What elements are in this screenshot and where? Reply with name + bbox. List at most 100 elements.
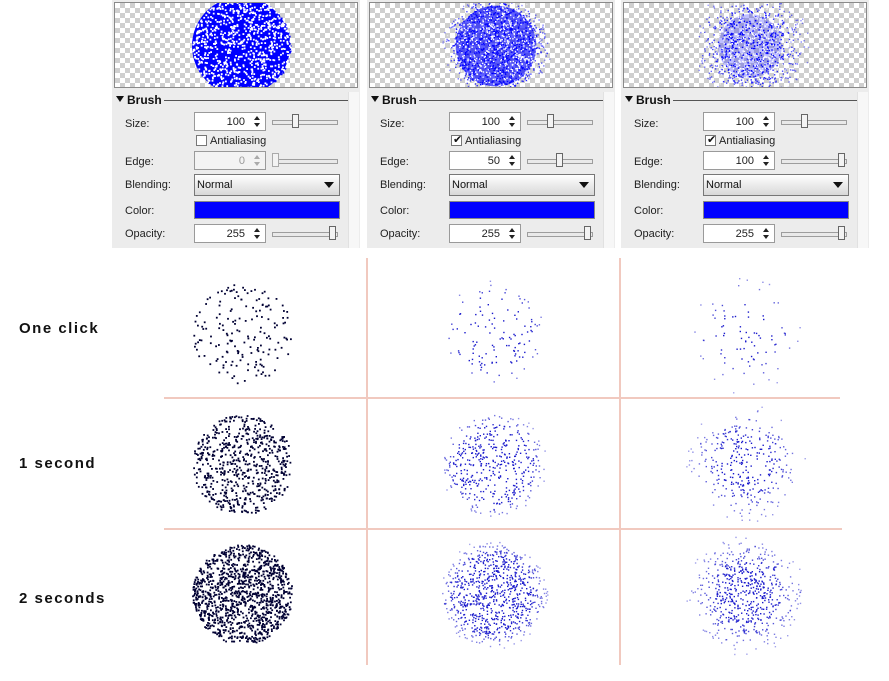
brush-speck — [233, 77, 236, 80]
spin-arrows-icon[interactable] — [506, 226, 518, 241]
size-spinbox[interactable]: 100 — [449, 112, 521, 131]
size-spinbox[interactable]: 100 — [194, 112, 266, 131]
brush-speck — [280, 34, 282, 37]
brush-speck — [540, 43, 542, 45]
brush-speck — [452, 48, 454, 50]
brush-speck — [253, 61, 256, 64]
brush-speck — [250, 57, 253, 60]
brush-speck — [529, 25, 532, 27]
brush-speck — [500, 46, 502, 48]
opacity-spinbox[interactable]: 255 — [194, 224, 266, 243]
brush-speck — [705, 6, 707, 8]
color-swatch[interactable] — [194, 201, 340, 219]
brush-speck — [510, 25, 512, 27]
brush-speck — [468, 74, 471, 76]
brush-speck — [245, 63, 248, 66]
slider-thumb[interactable] — [292, 114, 299, 128]
slider-thumb[interactable] — [584, 226, 591, 240]
brush-speck — [251, 71, 254, 73]
size-slider[interactable] — [272, 114, 338, 129]
brush-speck — [521, 40, 524, 42]
spin-arrows-icon[interactable] — [506, 114, 518, 129]
spin-arrows-icon[interactable] — [251, 226, 263, 241]
brush-speck — [277, 57, 279, 60]
brush-speck — [218, 74, 220, 76]
brush-speck — [760, 71, 762, 73]
size-slider[interactable] — [527, 114, 593, 129]
brush-speck — [752, 42, 754, 44]
brush-speck — [268, 78, 271, 81]
brush-speck — [759, 8, 761, 11]
brush-speck — [258, 54, 261, 57]
brush-speck — [239, 70, 242, 73]
collapse-triangle-icon[interactable] — [116, 96, 124, 102]
brush-speck — [781, 32, 783, 35]
spin-arrows-icon[interactable] — [251, 114, 263, 129]
antialiasing-checkbox[interactable]: ✔ — [451, 134, 462, 146]
brush-speck — [543, 37, 546, 39]
slider-thumb[interactable] — [329, 226, 336, 240]
edge-spinbox[interactable]: 0 — [194, 151, 266, 170]
brush-speck — [449, 27, 451, 29]
brush-speck — [742, 54, 744, 56]
brush-speck — [279, 75, 282, 78]
brush-speck — [743, 50, 746, 53]
brush-speck — [509, 61, 512, 63]
brush-speck — [526, 58, 528, 60]
edge-slider[interactable] — [272, 153, 338, 168]
brush-speck — [500, 19, 503, 21]
brush-speck — [219, 60, 221, 63]
brush-speck — [781, 19, 784, 22]
brush-speck — [758, 58, 760, 61]
spin-arrows-icon[interactable] — [506, 153, 518, 168]
panel-scrollbar[interactable] — [348, 92, 359, 248]
brush-speck — [734, 12, 736, 14]
edge-spinbox[interactable]: 50 — [449, 151, 521, 170]
brush-speck — [517, 40, 519, 42]
brush-speck — [512, 10, 514, 12]
brush-speck — [524, 48, 526, 50]
brush-speck — [235, 71, 238, 74]
brush-speck — [225, 77, 227, 80]
brush-speck — [198, 29, 201, 32]
slider-thumb[interactable] — [556, 153, 563, 167]
brush-speck — [460, 57, 462, 60]
brush-speck — [463, 5, 465, 7]
brush-speck — [249, 38, 252, 41]
brush-speck — [258, 16, 261, 19]
brush-speck — [226, 85, 229, 87]
brush-speck — [472, 43, 474, 46]
antialiasing-checkbox[interactable] — [196, 135, 207, 146]
spin-arrows-icon[interactable] — [251, 153, 263, 168]
brush-speck — [205, 63, 208, 66]
brush-speck — [466, 41, 469, 44]
color-swatch[interactable] — [449, 201, 595, 219]
slider-thumb[interactable] — [272, 153, 279, 167]
brush-speck — [765, 77, 767, 80]
opacity-slider[interactable] — [272, 226, 338, 241]
blending-select[interactable]: Normal — [194, 174, 340, 196]
brush-speck — [248, 70, 251, 73]
brush-speck — [253, 84, 256, 86]
brush-speck — [278, 58, 281, 61]
brush-speck — [771, 3, 773, 5]
opacity-spinbox[interactable]: 255 — [449, 224, 521, 243]
brush-speck — [749, 10, 751, 12]
panel-scrollbar[interactable] — [603, 92, 614, 248]
brush-section-header[interactable]: Brush — [114, 93, 358, 107]
chevron-down-icon[interactable] — [579, 182, 589, 188]
brush-speck — [510, 11, 512, 14]
brush-speck — [459, 64, 462, 66]
chevron-down-icon[interactable] — [324, 182, 334, 188]
brush-speck — [535, 30, 537, 32]
collapse-triangle-icon[interactable] — [371, 96, 379, 102]
brush-section-header[interactable]: Brush — [369, 93, 613, 107]
brush-speck — [796, 19, 799, 21]
slider-thumb[interactable] — [547, 114, 554, 128]
edge-slider[interactable] — [527, 153, 593, 168]
blending-select[interactable]: Normal — [449, 174, 595, 196]
brush-speck — [772, 18, 775, 20]
brush-speck — [228, 29, 230, 32]
opacity-slider[interactable] — [527, 226, 593, 241]
brush-speck — [508, 41, 510, 43]
